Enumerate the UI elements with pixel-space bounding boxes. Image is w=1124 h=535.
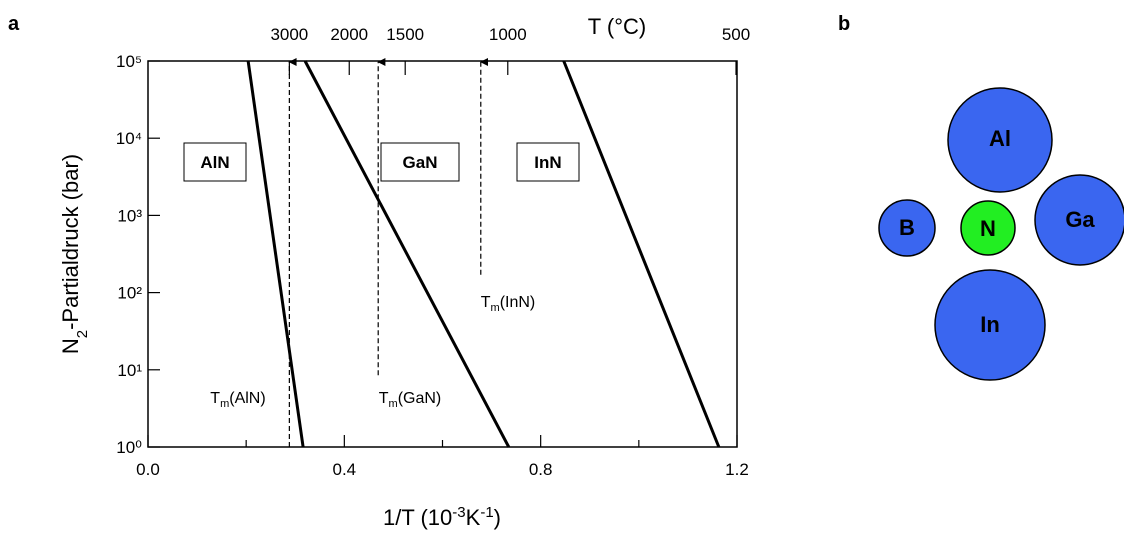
- annotation-part: T: [379, 390, 389, 407]
- atom-label: N: [980, 216, 996, 241]
- y-tick-label: 10⁴: [116, 129, 142, 148]
- annotation-part: T: [481, 294, 491, 311]
- title-part: ): [494, 505, 501, 530]
- legend-box: [183, 142, 247, 182]
- x-tick-label: 1.2: [725, 460, 749, 479]
- plot: 0.0 0.4 0.8 1.2 3000 2000 1500 1000 500 T (°C) 10⁰…: [58, 14, 750, 530]
- title-part: -1: [480, 504, 493, 521]
- annotation-part: m: [491, 302, 500, 314]
- annotation-part: (GaN): [398, 390, 442, 407]
- title-part: -Partialdruck (bar): [58, 154, 83, 330]
- atom-label: Ga: [1065, 207, 1095, 232]
- panel-label: b: [838, 13, 850, 35]
- atom-circle: [947, 87, 1053, 193]
- x2-tick-label: 500: [722, 25, 750, 44]
- annotation-part: m: [220, 398, 229, 410]
- y-tick-label: 10²: [117, 284, 142, 303]
- series-label: InN: [534, 153, 561, 172]
- y-axis-title: N2-Partialdruck (bar): [58, 154, 91, 354]
- title-part: K: [466, 505, 481, 530]
- annotation-part: (AlN): [229, 390, 265, 407]
- annotation-part: m: [389, 398, 398, 410]
- x2-tick-label: 1000: [489, 25, 527, 44]
- atom-label: Al: [989, 126, 1011, 151]
- atom-circle: [878, 199, 936, 257]
- title-part: N: [58, 338, 83, 354]
- atom-circle: [960, 200, 1016, 256]
- annotation: Tm(GaN): [379, 390, 442, 410]
- title-part: -3: [452, 504, 465, 521]
- legend-box: [516, 142, 580, 182]
- y-tick-label: 10⁰: [116, 438, 142, 457]
- atom-circle: [934, 269, 1046, 381]
- x-axis-title: 1/T (10-3K-1): [383, 504, 501, 531]
- panel-label: a: [8, 13, 20, 35]
- atom-circle: [1034, 174, 1124, 266]
- x2-axis-title: T (°C): [588, 14, 647, 39]
- series-label: AlN: [200, 153, 229, 172]
- series-label: GaN: [403, 153, 438, 172]
- annotation: Tm(InN): [481, 294, 536, 314]
- title-part: 1/T (10: [383, 505, 452, 530]
- data-line: [246, 60, 305, 448]
- y-tick-label: 10³: [117, 206, 142, 225]
- x2-tick-label: 3000: [270, 25, 308, 44]
- atom-label: In: [980, 312, 1000, 337]
- legend-box: [380, 142, 460, 182]
- y-tick-label: 10¹: [117, 361, 142, 380]
- x-tick-label: 0.4: [333, 460, 357, 479]
- annotation: Tm(AlN): [210, 390, 265, 410]
- x2-tick-label: 1500: [386, 25, 424, 44]
- x2-tick-label: 2000: [330, 25, 368, 44]
- data-line: [303, 60, 511, 448]
- x-tick-label: 0.0: [136, 460, 160, 479]
- annotation-part: (InN): [500, 294, 536, 311]
- title-part: 2: [74, 330, 91, 338]
- x-tick-label: 0.8: [529, 460, 553, 479]
- atoms-diagram: [878, 87, 1124, 381]
- annotation-part: T: [210, 390, 220, 407]
- atom-label: B: [899, 215, 915, 240]
- y-tick-label: 10⁵: [116, 52, 142, 71]
- data-line: [562, 60, 721, 448]
